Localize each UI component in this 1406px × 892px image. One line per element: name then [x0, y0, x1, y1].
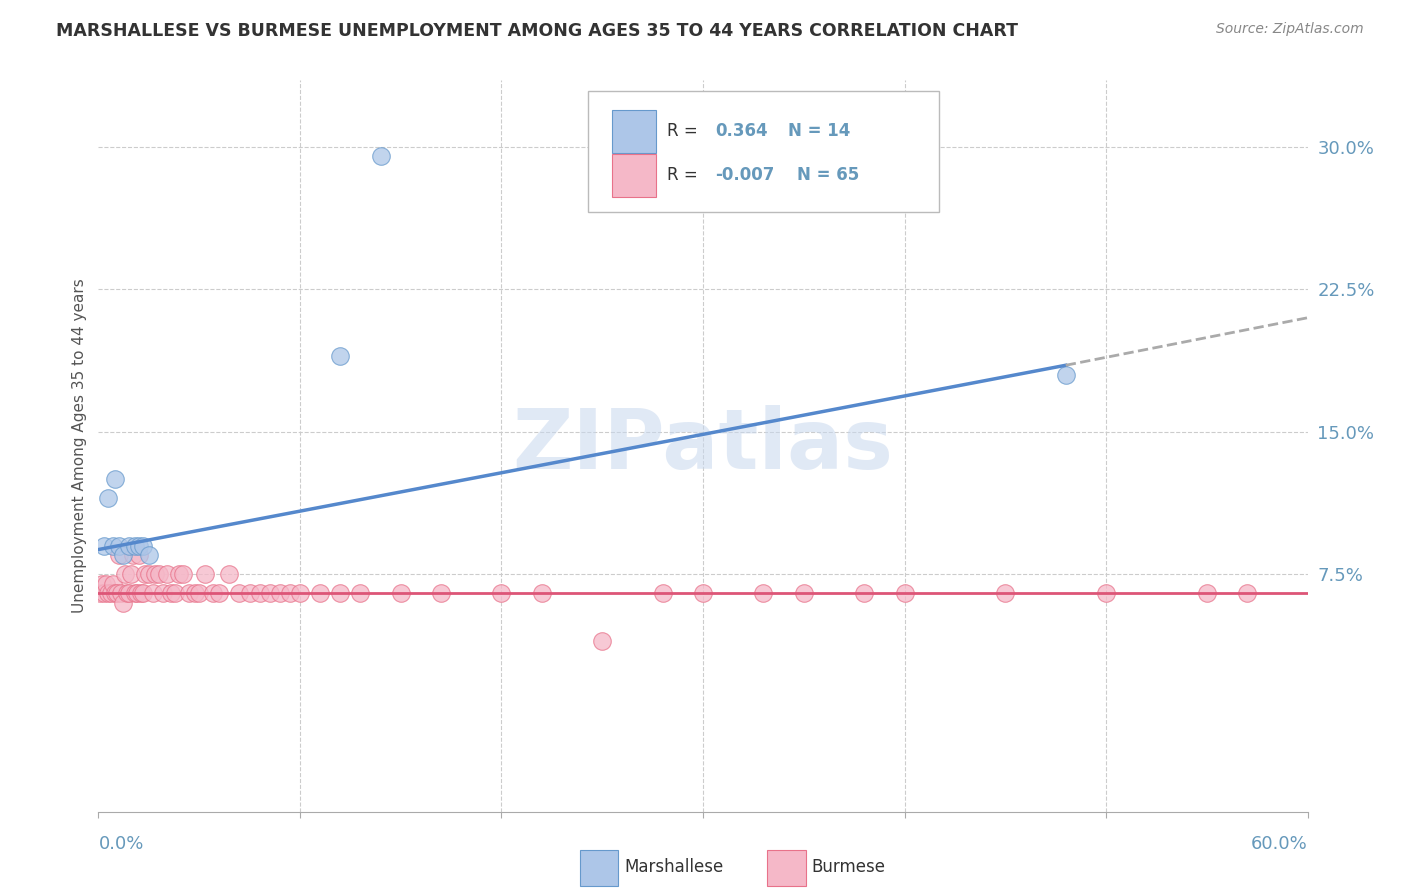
Point [96, 576, 118, 591]
Point [160, 586, 183, 600]
Point [1236, 586, 1258, 600]
Point [124, 586, 146, 600]
FancyBboxPatch shape [768, 850, 806, 887]
Point [163, 586, 186, 600]
Point [128, 548, 150, 562]
Point [89, 586, 111, 600]
Point [249, 586, 271, 600]
Point [107, 548, 129, 562]
Point [105, 586, 128, 600]
Point [329, 586, 352, 600]
Point [239, 586, 262, 600]
Point [177, 586, 201, 600]
Point [389, 586, 412, 600]
Point [124, 539, 146, 553]
Point [103, 586, 125, 600]
Point [591, 633, 613, 648]
Point [138, 567, 160, 582]
Point [194, 567, 217, 582]
Point [184, 586, 207, 600]
Text: Marshallese: Marshallese [624, 857, 724, 876]
FancyBboxPatch shape [612, 110, 655, 153]
Point [167, 567, 190, 582]
Point [143, 567, 166, 582]
Text: N = 65: N = 65 [797, 167, 859, 185]
Point [893, 586, 915, 600]
Point [115, 586, 138, 600]
Text: Burmese: Burmese [811, 857, 886, 876]
Point [1195, 586, 1218, 600]
Point [142, 586, 165, 600]
Point [202, 586, 225, 600]
Point [101, 539, 124, 553]
Text: 0.364: 0.364 [716, 122, 768, 140]
Point [111, 596, 134, 610]
Point [110, 586, 132, 600]
Point [128, 539, 150, 553]
Point [138, 548, 160, 562]
Point [208, 586, 231, 600]
Point [853, 586, 876, 600]
Point [218, 567, 240, 582]
Point [132, 586, 155, 600]
Point [309, 586, 332, 600]
Point [121, 548, 143, 562]
Point [118, 586, 141, 600]
Text: 60.0%: 60.0% [1251, 835, 1308, 853]
Point [100, 586, 122, 600]
Point [430, 586, 453, 600]
Text: 0.0%: 0.0% [98, 835, 143, 853]
Point [129, 586, 152, 600]
Text: MARSHALLESE VS BURMESE UNEMPLOYMENT AMONG AGES 35 TO 44 YEARS CORRELATION CHART: MARSHALLESE VS BURMESE UNEMPLOYMENT AMON… [56, 22, 1018, 40]
Point [93, 539, 115, 553]
Point [692, 586, 714, 600]
Point [329, 349, 352, 363]
Point [228, 586, 250, 600]
Text: Source: ZipAtlas.com: Source: ZipAtlas.com [1216, 22, 1364, 37]
Point [156, 567, 179, 582]
Point [994, 586, 1017, 600]
Point [172, 567, 194, 582]
Point [125, 586, 148, 600]
Point [97, 586, 120, 600]
Point [370, 149, 392, 163]
Point [91, 576, 114, 591]
Point [93, 586, 115, 600]
Text: R =: R = [666, 122, 703, 140]
Point [530, 586, 553, 600]
Text: -0.007: -0.007 [716, 167, 775, 185]
FancyBboxPatch shape [612, 153, 655, 197]
Point [101, 576, 124, 591]
Point [132, 539, 155, 553]
Point [278, 586, 301, 600]
Text: N = 14: N = 14 [787, 122, 851, 140]
Point [793, 586, 815, 600]
Point [269, 586, 291, 600]
Point [1095, 586, 1118, 600]
Point [1054, 368, 1077, 382]
Point [288, 586, 311, 600]
Point [97, 491, 120, 506]
Point [349, 586, 371, 600]
Point [148, 567, 170, 582]
Point [188, 586, 211, 600]
Point [111, 548, 134, 562]
Point [152, 586, 174, 600]
Point [118, 539, 141, 553]
Y-axis label: Unemployment Among Ages 35 to 44 years: Unemployment Among Ages 35 to 44 years [72, 278, 87, 614]
Point [107, 539, 129, 553]
FancyBboxPatch shape [579, 850, 619, 887]
Point [259, 586, 281, 600]
Point [103, 472, 125, 486]
Point [114, 567, 136, 582]
Point [134, 567, 156, 582]
Text: R =: R = [666, 167, 703, 185]
Point [491, 586, 513, 600]
FancyBboxPatch shape [588, 91, 939, 212]
Text: ZIPatlas: ZIPatlas [513, 406, 893, 486]
Point [651, 586, 673, 600]
Point [752, 586, 775, 600]
Point [120, 567, 142, 582]
